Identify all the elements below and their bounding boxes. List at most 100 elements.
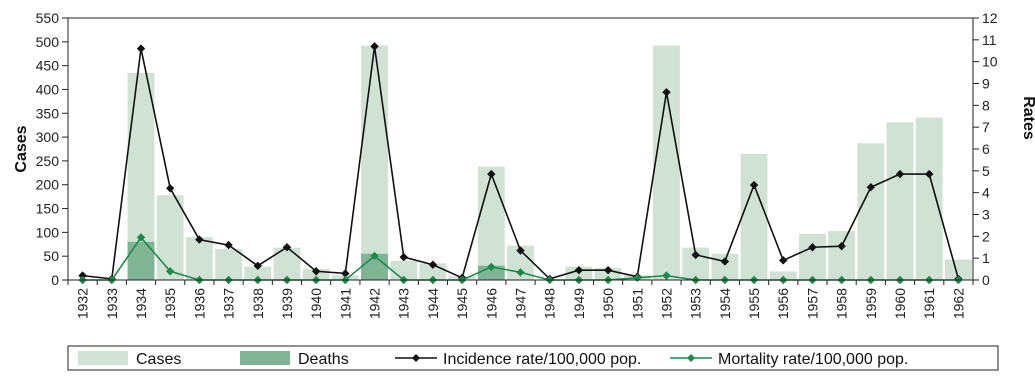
x-tick-label-1943: 1943 xyxy=(396,288,412,319)
cases-bars xyxy=(127,45,972,280)
x-tick-label-1933: 1933 xyxy=(104,288,120,319)
mortality-rate-100-000-pop-legend-label: Mortality rate/100,000 pop. xyxy=(718,351,908,368)
incidence-rate-100-000-pop-legend-label: Incidence rate/100,000 pop. xyxy=(443,351,641,368)
x-tick-label-1946: 1946 xyxy=(483,288,499,319)
incidence-rate-100-000-pop-point-1946 xyxy=(487,169,496,179)
incidence-rate-100-000-pop-point-1955 xyxy=(749,180,759,190)
mortality-rate-100-000-pop-point-1946 xyxy=(487,262,496,272)
y-axis-title: Cases xyxy=(13,125,30,172)
mortality-rate-100-000-pop-point-1947 xyxy=(516,268,525,277)
x-tick-label-1957: 1957 xyxy=(804,288,820,319)
y-tick-label-400: 400 xyxy=(36,81,60,97)
mortality-rate-100-000-pop-point-1935 xyxy=(165,267,175,276)
mortality-rate-100-000-pop-point-1942 xyxy=(370,251,379,261)
x-tick-label-1936: 1936 xyxy=(191,288,207,319)
x-tick-label-1947: 1947 xyxy=(513,288,529,319)
x-tick-label-1961: 1961 xyxy=(921,288,937,319)
incidence-rate-100-000-pop-point-1941 xyxy=(341,269,350,278)
incidence-rate-100-000-pop-point-1939 xyxy=(282,243,292,252)
cases-bar-1958 xyxy=(828,230,856,280)
x-tick-label-1942: 1942 xyxy=(367,288,383,319)
cases-bar-1960 xyxy=(886,122,914,280)
x-tick-label-1953: 1953 xyxy=(688,288,704,319)
cases-legend-swatch xyxy=(78,351,128,365)
incidence-rate-100-000-pop-point-1942 xyxy=(370,42,379,51)
incidence-rate-100-000-pop-point-1937 xyxy=(224,240,233,250)
incidence-rate-100-000-pop-point-1938 xyxy=(253,261,262,271)
incidence-rate-100-000-pop-legend-marker xyxy=(412,354,420,362)
x-tick-label-1949: 1949 xyxy=(571,288,587,319)
y2-tick-label-8: 8 xyxy=(982,97,990,113)
incidence-rate-100-000-pop-point-1947 xyxy=(516,246,525,255)
x-tick-label-1934: 1934 xyxy=(133,288,149,319)
y2-tick-label-10: 10 xyxy=(982,54,998,70)
incidence-rate-100-000-pop-line xyxy=(82,46,960,280)
cases-bar-1938 xyxy=(244,266,272,280)
cases-bar-1959 xyxy=(857,143,885,280)
x-tick-label-1939: 1939 xyxy=(279,288,295,319)
x-tick-label-1944: 1944 xyxy=(425,288,441,319)
x-tick-label-1955: 1955 xyxy=(746,288,762,319)
x-tick-label-1948: 1948 xyxy=(542,288,558,319)
incidence-rate-100-000-pop-point-1935 xyxy=(165,184,175,193)
cases-bar-1936 xyxy=(185,237,213,280)
y2-tick-label-7: 7 xyxy=(982,119,990,135)
mortality-rate-100-000-pop-legend-marker xyxy=(687,354,695,362)
incidence-rate-100-000-pop-point-1953 xyxy=(691,250,700,260)
incidence-rate-100-000-pop-point-1950 xyxy=(603,265,613,275)
x-tick-label-1938: 1938 xyxy=(250,288,266,319)
cases-bar-1935 xyxy=(156,195,184,280)
x-tick-label-1956: 1956 xyxy=(775,288,791,319)
x-tick-label-1937: 1937 xyxy=(221,288,237,319)
cases-bar-1962 xyxy=(944,259,972,280)
incidence-rate-100-000-pop-point-1944 xyxy=(428,260,438,269)
y2-tick-label-9: 9 xyxy=(982,76,990,92)
y2-tick-label-6: 6 xyxy=(982,141,990,157)
cases-bar-1952 xyxy=(653,45,680,280)
mortality-rate-100-000-pop-point-1934 xyxy=(136,233,146,242)
incidence-rate-100-000-pop-point-1934 xyxy=(136,44,146,53)
cases-legend-label: Cases xyxy=(136,351,181,368)
incidence-rate-100-000-pop-point-1954 xyxy=(720,257,730,266)
incidence-rate-100-000-pop-point-1959 xyxy=(866,183,876,192)
y-tick-label-0: 0 xyxy=(51,272,59,288)
y2-tick-label-4: 4 xyxy=(982,185,990,201)
y-tick-label-300: 300 xyxy=(36,129,60,145)
deaths-legend-swatch xyxy=(240,351,290,365)
axes: 0501001502002503003504004505005500123456… xyxy=(36,10,998,319)
cases-bar-1937 xyxy=(215,249,242,280)
x-tick-label-1959: 1959 xyxy=(863,288,879,319)
x-tick-label-1962: 1962 xyxy=(950,288,966,319)
y2-tick-label-5: 5 xyxy=(982,163,990,179)
incidence-rate-100-000-pop-point-1960 xyxy=(895,169,905,179)
incidence-rate-100-000-pop-point-1936 xyxy=(195,235,204,244)
y2-tick-label-0: 0 xyxy=(982,272,990,288)
y-tick-label-100: 100 xyxy=(36,224,60,240)
incidence-rate-100-000-pop-point-1952 xyxy=(662,88,671,97)
cases-bar-1957 xyxy=(799,233,826,280)
y-tick-label-150: 150 xyxy=(36,201,60,217)
y-tick-label-550: 550 xyxy=(36,10,60,26)
x-tick-label-1960: 1960 xyxy=(892,288,908,319)
y-tick-label-350: 350 xyxy=(36,105,60,121)
incidence-rate-100-000-pop-point-1943 xyxy=(399,252,408,262)
incidence-rate-100-000-pop-point-1940 xyxy=(311,267,321,276)
mortality-rate-100-000-pop-point-1951 xyxy=(633,273,642,283)
incidence-rate-100-000-pop-point-1961 xyxy=(925,169,934,179)
incidence-rate-100-000-pop-point-1932 xyxy=(78,271,87,280)
y-tick-label-450: 450 xyxy=(36,58,60,74)
legend-box xyxy=(67,345,999,371)
incidence-rate-100-000-pop-point-1956 xyxy=(779,256,788,265)
x-tick-label-1950: 1950 xyxy=(600,288,616,319)
incidence-rate-100-000-pop-point-1958 xyxy=(837,241,846,251)
cases-bar-1942 xyxy=(361,45,388,280)
x-tick-label-1940: 1940 xyxy=(308,288,324,319)
incidence-rate-100-000-pop-point-1957 xyxy=(808,243,817,252)
x-tick-label-1952: 1952 xyxy=(658,288,674,319)
deaths-legend-label: Deaths xyxy=(298,351,349,368)
y-tick-label-200: 200 xyxy=(36,177,60,193)
legend: Cases Deaths Incidence rate/100,000 pop. Mo… xyxy=(67,345,999,371)
mortality-rate-100-000-pop-point-1952 xyxy=(662,271,671,280)
